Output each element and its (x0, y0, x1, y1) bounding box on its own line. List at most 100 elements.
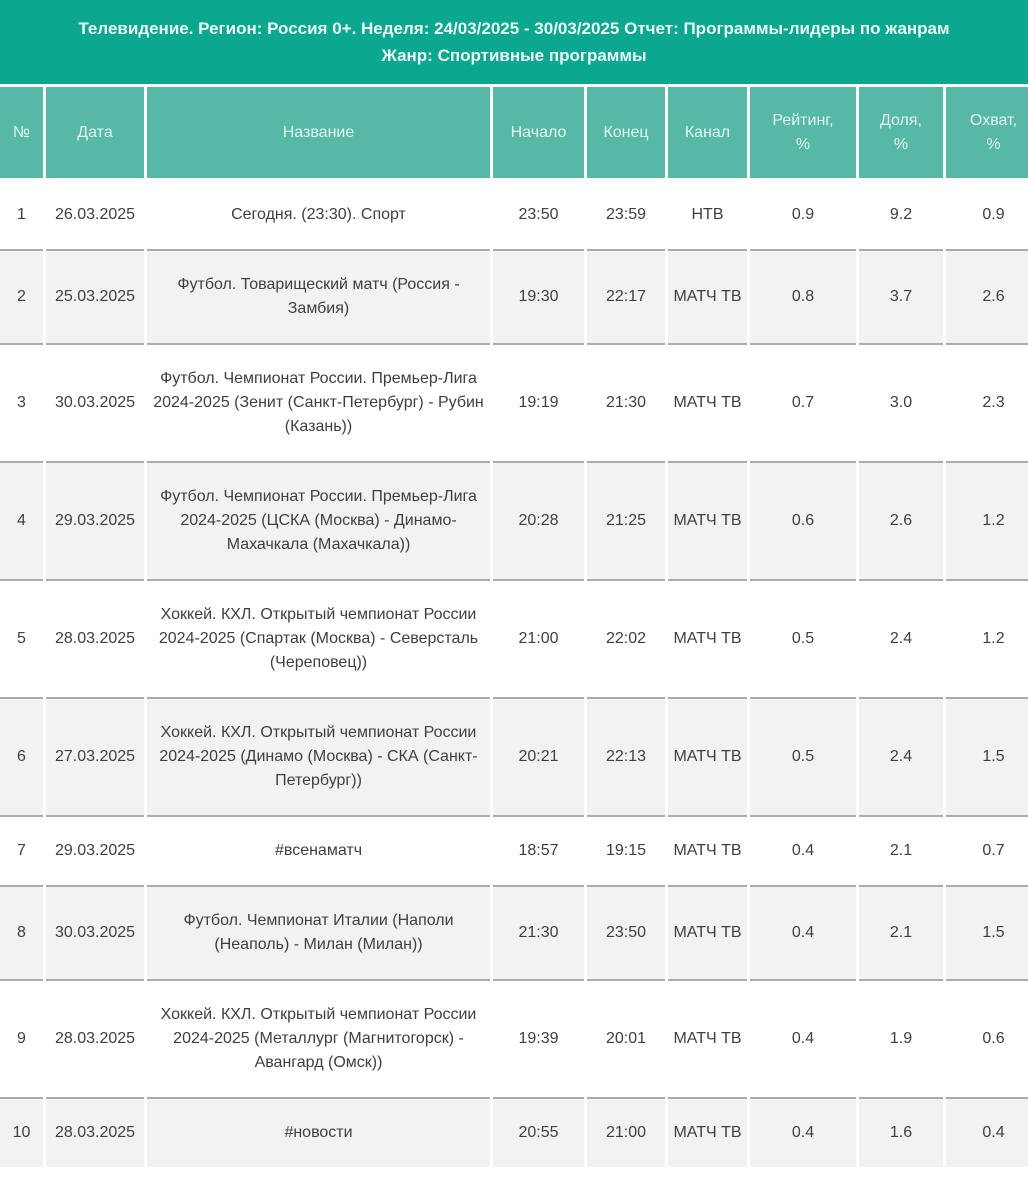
cell-name: Хоккей. КХЛ. Открытый чемпионат России 2… (147, 696, 490, 815)
cell-channel: МАТЧ ТВ (668, 578, 747, 697)
cell-share: 9.2 (889, 205, 913, 223)
report-title-line1: Телевидение. Регион: Россия 0+. Неделя: … (78, 19, 950, 38)
cell-rating: 0.8 (750, 248, 856, 343)
cell-end: 23:50 (587, 884, 665, 979)
cell-num: 8 (0, 884, 43, 979)
cell-rating: 0.4 (750, 884, 856, 979)
cell-end: 20:01 (587, 978, 665, 1097)
cell-start: 20:55 (493, 1096, 584, 1167)
cell-num: 3 (0, 342, 43, 461)
cell-start: 19:30 (493, 248, 584, 343)
cell-channel: МАТЧ ТВ (668, 342, 747, 461)
table-row: 3 30.03.2025 Футбол. Чемпионат России. Пре… (0, 342, 1028, 461)
cell-reach: 2.3 (946, 342, 1028, 461)
cell-num: 10 (0, 1096, 43, 1167)
cell-channel: МАТЧ ТВ (668, 978, 747, 1097)
table-row: 9 28.03.2025 Хоккей. КХЛ. Открытый чемпион… (0, 978, 1028, 1097)
table-row: 8 30.03.2025 Футбол. Чемпионат Италии (Нап… (0, 884, 1028, 979)
report-title-banner: Телевидение. Регион: Россия 0+. Неделя: … (0, 0, 1028, 85)
header-cell-num: № (0, 87, 43, 181)
cell-rating: 0.4 (750, 978, 856, 1097)
cell-name: #всенаматч (147, 814, 490, 885)
table-row: 4 29.03.2025 Футбол. Чемпионат России. Пре… (0, 460, 1028, 579)
table-body: 1 26.03.2025 Сегодня. (23:30). Спорт 23:50 2… (0, 181, 1028, 1167)
cell-date: 27.03.2025 (46, 696, 144, 815)
cell-rating: 0.7 (750, 342, 856, 461)
cell-end: 21:25 (587, 460, 665, 579)
cell-num: 5 (0, 578, 43, 697)
cell-rating: 0.4 (750, 814, 856, 885)
cell-date: 29.03.2025 (46, 460, 144, 579)
cell-date: 26.03.2025 (54, 205, 136, 223)
cell-num: 2 (0, 248, 43, 343)
cell-start: 21:30 (493, 884, 584, 979)
header-cell-reach: Охват, % (946, 87, 1028, 181)
cell-name: #новости (147, 1096, 490, 1167)
cell-channel: НТВ (691, 205, 724, 223)
cell-reach: 2.6 (946, 248, 1028, 343)
cell-date: 25.03.2025 (46, 248, 144, 343)
cell-reach: 0.7 (946, 814, 1028, 885)
cell-date: 30.03.2025 (46, 884, 144, 979)
header-row: № Дата Название Начало Конец Канал Рейтинг, % Д… (0, 87, 1028, 181)
cell-rating: 0.5 (750, 578, 856, 697)
cell-share: 2.6 (859, 460, 943, 579)
table-row: 5 28.03.2025 Хоккей. КХЛ. Открытый чемпион… (0, 578, 1028, 697)
cell-reach: 0.6 (946, 978, 1028, 1097)
cell-rating: 0.9 (791, 205, 815, 223)
cell-end: 23:59 (605, 205, 647, 223)
cell-name: Сегодня. (23:30). Спорт (231, 205, 406, 223)
cell-num: 4 (0, 460, 43, 579)
cell-end: 22:02 (587, 578, 665, 697)
cell-reach: 1.5 (946, 884, 1028, 979)
cell-share: 3.7 (859, 248, 943, 343)
cell-share: 2.4 (859, 696, 943, 815)
cell-share: 3.0 (859, 342, 943, 461)
cell-channel: МАТЧ ТВ (668, 696, 747, 815)
cell-channel: МАТЧ ТВ (668, 460, 747, 579)
header-cell-start: Начало (493, 87, 584, 181)
cell-share: 1.9 (859, 978, 943, 1097)
table-row: 6 27.03.2025 Хоккей. КХЛ. Открытый чемпион… (0, 696, 1028, 815)
cell-reach: 0.4 (946, 1096, 1028, 1167)
cell-share: 1.6 (859, 1096, 943, 1167)
cell-start: 23:50 (518, 205, 559, 223)
cell-num: 9 (0, 978, 43, 1097)
cell-share: 2.1 (859, 814, 943, 885)
cell-start: 20:21 (493, 696, 584, 815)
cell-share: 2.1 (859, 884, 943, 979)
cell-reach: 1.2 (946, 578, 1028, 697)
cell-num: 6 (0, 696, 43, 815)
table-row: 7 29.03.2025 #всенаматч 18:57 19:15 МАТЧ ТВ 0.… (0, 814, 1028, 885)
leaders-table: № Дата Название Начало Конец Канал Рейтинг, % Д… (0, 87, 1028, 1167)
cell-reach: 0.9 (982, 205, 1005, 223)
table-row: 2 25.03.2025 Футбол. Товарищеский матч (Ро… (0, 248, 1028, 343)
cell-channel: МАТЧ ТВ (668, 248, 747, 343)
cell-name: Футбол. Товарищеский матч (Россия - Замб… (147, 248, 490, 343)
cell-date: 28.03.2025 (46, 978, 144, 1097)
cell-name: Хоккей. КХЛ. Открытый чемпионат России 2… (147, 578, 490, 697)
cell-name: Хоккей. КХЛ. Открытый чемпионат России 2… (147, 978, 490, 1097)
cell-start: 19:19 (493, 342, 584, 461)
table-row: 10 28.03.2025 #новости 20:55 21:00 МАТЧ ТВ 0.4… (0, 1096, 1028, 1167)
header-cell-share: Доля, % (859, 87, 943, 181)
cell-date: 28.03.2025 (46, 1096, 144, 1167)
cell-rating: 0.4 (750, 1096, 856, 1167)
cell-rating: 0.5 (750, 696, 856, 815)
cell-name: Футбол. Чемпионат Италии (Наполи (Неапол… (147, 884, 490, 979)
header-cell-channel: Канал (668, 87, 747, 181)
cell-start: 18:57 (493, 814, 584, 885)
cell-start: 19:39 (493, 978, 584, 1097)
cell-date: 29.03.2025 (46, 814, 144, 885)
cell-num: 1 (17, 205, 26, 223)
cell-channel: МАТЧ ТВ (668, 814, 747, 885)
header-cell-name: Название (147, 87, 490, 181)
cell-rating: 0.6 (750, 460, 856, 579)
header-cell-end: Конец (587, 87, 665, 181)
cell-end: 22:17 (587, 248, 665, 343)
table-row: 1 26.03.2025 Сегодня. (23:30). Спорт 23:50 2… (0, 181, 1028, 249)
table-header: № Дата Название Начало Конец Канал Рейтинг, % Д… (0, 87, 1028, 181)
cell-end: 22:13 (587, 696, 665, 815)
cell-date: 30.03.2025 (46, 342, 144, 461)
cell-reach: 1.5 (946, 696, 1028, 815)
